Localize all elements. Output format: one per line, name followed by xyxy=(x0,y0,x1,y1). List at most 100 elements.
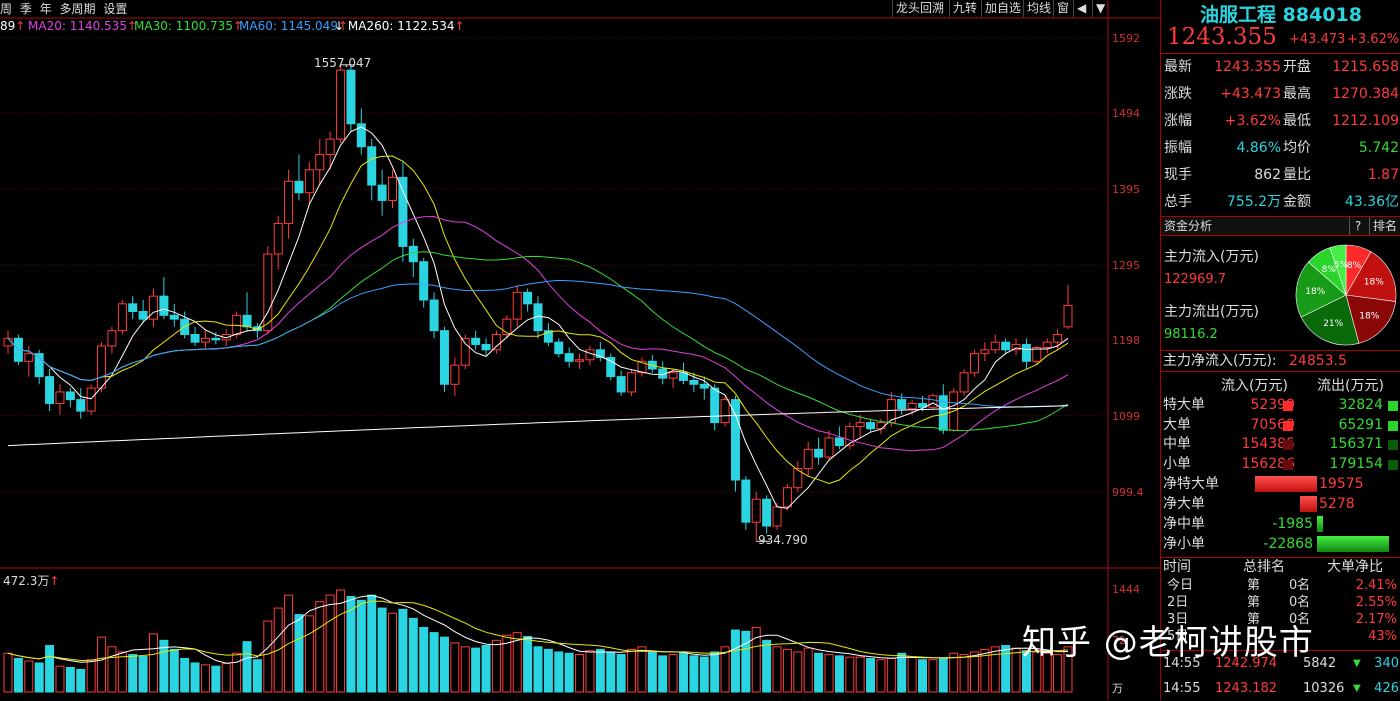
ma30-legend: MA30: 1100.735↑ xyxy=(134,19,244,33)
candle-body xyxy=(928,395,938,408)
leader-review-button[interactable]: 龙头回溯 xyxy=(892,0,947,17)
candle-body xyxy=(294,180,304,194)
volume-bar xyxy=(502,634,512,693)
volume-bar xyxy=(315,601,325,693)
volume-bar xyxy=(86,659,96,693)
settings-button[interactable]: 设置 xyxy=(103,2,128,16)
candle-body xyxy=(907,402,917,410)
pie-slice-label: 18% xyxy=(1305,287,1325,297)
volume-bar xyxy=(408,617,418,693)
tick-volume: 10326 xyxy=(1303,681,1345,696)
volume-bar xyxy=(55,665,65,693)
candle-body xyxy=(273,222,283,255)
rank-prefix: 第 xyxy=(1247,578,1261,593)
net-row: 净小单 -22868 xyxy=(1161,534,1400,554)
volume-bar xyxy=(76,668,86,693)
window-button[interactable]: 窗 xyxy=(1053,0,1072,17)
volume-bar xyxy=(232,652,242,693)
help-icon[interactable]: ? xyxy=(1349,217,1366,235)
candle-body xyxy=(3,337,13,347)
volume-bar xyxy=(616,654,626,693)
price-change-pct: +3.62% xyxy=(1347,32,1400,47)
watermark-text: 知乎 @老柯讲股市 xyxy=(1022,623,1314,663)
candle-body xyxy=(772,506,782,527)
candle-body xyxy=(969,353,979,374)
quote-value: 1215.658 xyxy=(1332,59,1399,75)
volume-bar xyxy=(824,654,834,693)
volume-bar xyxy=(710,651,720,693)
volume-bar xyxy=(439,636,449,693)
candle-body xyxy=(336,69,346,140)
candle-body xyxy=(855,422,865,427)
volume-bar xyxy=(159,639,169,693)
rank-ratio: 2.41% xyxy=(1355,578,1397,593)
candle-body xyxy=(959,372,969,393)
candle-body xyxy=(1032,347,1042,362)
period-week-button[interactable]: 周 xyxy=(0,2,13,16)
candle-body xyxy=(138,311,148,320)
candle-body xyxy=(793,468,803,489)
chevron-down-icon[interactable]: ▼ xyxy=(1092,0,1108,17)
candle-body xyxy=(24,353,34,362)
ma20-legend: MA20: 1140.535↑ xyxy=(28,19,138,33)
fund-analysis-header: 资金分析 ? 排名 xyxy=(1161,216,1400,236)
multi-period-button[interactable]: 多周期 xyxy=(59,2,96,16)
flow-in-swatch xyxy=(1283,420,1293,431)
net-value: -1985 xyxy=(1272,516,1313,532)
volume-bar xyxy=(554,651,564,693)
candle-body xyxy=(824,437,834,458)
candle-body xyxy=(668,372,678,379)
net-inflow-label: 主力净流入(万元): xyxy=(1163,353,1277,369)
arrow-left-icon[interactable]: ◀ xyxy=(1073,0,1089,17)
flow-in-header: 流入(万元) xyxy=(1221,378,1288,394)
candle-body xyxy=(543,330,553,343)
volume-bar xyxy=(429,632,439,693)
pie-slice xyxy=(1345,251,1397,302)
rank-button[interactable]: 排名 xyxy=(1369,217,1397,235)
volume-bar xyxy=(294,614,304,693)
volume-bar xyxy=(471,647,481,693)
rank-col-ratio: 大单净比 xyxy=(1327,559,1383,575)
net-label: 净中单 xyxy=(1163,516,1205,532)
quote-row: 最新 1243.355 开盘 1215.658 xyxy=(1161,54,1400,81)
candle-body xyxy=(814,448,824,458)
quote-label: 振幅 xyxy=(1164,140,1192,156)
volume-bar xyxy=(772,646,782,693)
kline-chart-area[interactable]: 周 季 年 多周期 设置 龙头回溯 九转 加自选 均线 窗 ◀ ▼ 89↑ MA… xyxy=(0,0,1160,700)
kline-chart-svg[interactable] xyxy=(0,0,1160,700)
rank-row: 3日 第 0 名 2.17% xyxy=(1161,611,1400,628)
candle-body xyxy=(1042,341,1052,349)
rank-number: 0 xyxy=(1289,612,1298,627)
volume-bar xyxy=(897,652,907,693)
candle-body xyxy=(689,379,699,385)
period-year-button[interactable]: 年 xyxy=(39,2,52,16)
volume-bar xyxy=(388,612,398,693)
flow-out-value: 179154 xyxy=(1329,455,1383,472)
net-value: 19575 xyxy=(1319,476,1364,492)
flow-label: 小单 xyxy=(1163,455,1191,472)
flow-label: 中单 xyxy=(1163,436,1191,452)
volume-bar xyxy=(356,599,366,693)
candle-body xyxy=(595,349,605,358)
volume-bar xyxy=(512,632,522,693)
rank-ratio: 43% xyxy=(1368,629,1397,644)
rank-ratio: 2.55% xyxy=(1355,595,1397,610)
pie-slice-label: 18% xyxy=(1364,277,1384,287)
candle-body xyxy=(398,176,408,247)
pie-slice-label: 8% xyxy=(1322,265,1337,275)
quote-label: 现手 xyxy=(1164,167,1192,183)
nine-turn-button[interactable]: 九转 xyxy=(949,0,980,17)
rank-ratio: 2.17% xyxy=(1355,612,1397,627)
volume-bar xyxy=(169,648,179,693)
volume-tick-label: 1444 xyxy=(1112,583,1140,596)
candle-body xyxy=(523,291,533,305)
candle-body xyxy=(866,422,876,430)
ma-lines-button[interactable]: 均线 xyxy=(1023,0,1054,17)
candle-body xyxy=(481,343,491,351)
add-watchlist-button[interactable]: 加自选 xyxy=(981,0,1024,17)
candle-body xyxy=(627,372,637,393)
rank-row: 5日 43% xyxy=(1161,628,1400,645)
tick-time: 14:55 xyxy=(1163,681,1201,696)
period-season-button[interactable]: 季 xyxy=(19,2,32,16)
net-flow-bars: 净特大单 19575 净大单 5278 净中单 -1985 净小单 -22868 xyxy=(1161,474,1400,556)
